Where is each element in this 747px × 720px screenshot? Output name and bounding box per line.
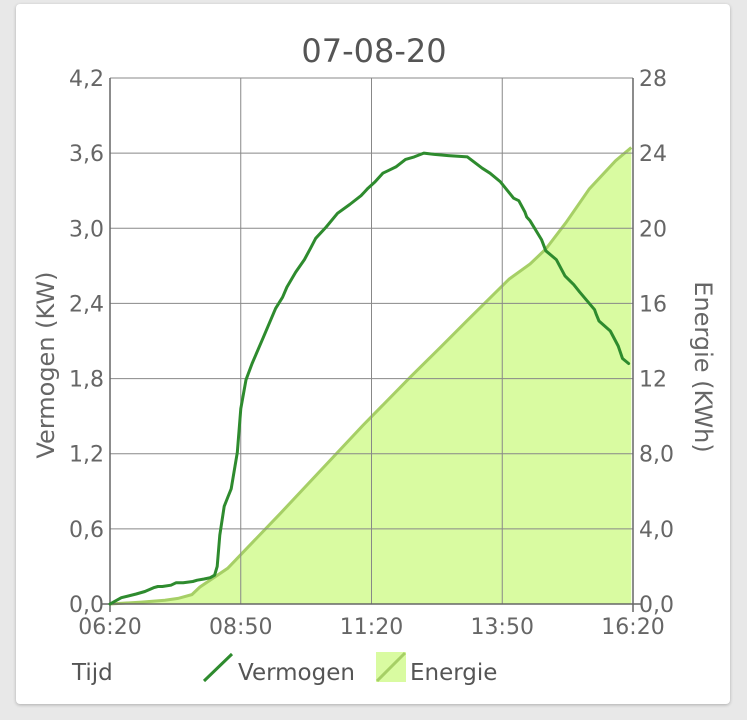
legend-energie-line-swatch <box>375 651 407 683</box>
y-right-tick-label: 8,0 <box>639 443 674 468</box>
area-layer <box>109 146 633 606</box>
y-left-tick-label: 0,6 <box>69 518 104 543</box>
x-tick-label: 06:20 <box>78 615 141 640</box>
y-right-tick-label: 16 <box>639 292 667 317</box>
vermogen-line <box>108 151 631 606</box>
y-right-tick-label: 12 <box>639 368 667 393</box>
y-left-tick-label: 2,4 <box>69 292 104 317</box>
grid-layer <box>102 77 641 612</box>
x-tick-label: 16:20 <box>601 615 664 640</box>
y-left-tick-label: 3,0 <box>69 217 104 242</box>
y-left-tick-label: 4,2 <box>69 67 104 92</box>
energie-area-fill <box>110 147 632 604</box>
y-right-tick-label: 24 <box>639 142 667 167</box>
y-left-tick-label: 3,6 <box>69 142 104 167</box>
y-right-tick-label: 20 <box>639 217 667 242</box>
legend-vermogen-label: Vermogen <box>238 660 355 686</box>
x-tick-label: 13:50 <box>471 615 534 640</box>
y-left-tick-label: 1,8 <box>69 368 104 393</box>
x-tick-label: 11:20 <box>340 615 403 640</box>
chart-card: 07-08-20 Vermogen (KW) Energie (KWh) 0,0… <box>16 4 730 704</box>
y-left-axis-title: Vermogen (KW) <box>32 271 60 458</box>
y-left-tick-label: 1,2 <box>69 443 104 468</box>
energie-area-line <box>109 146 633 606</box>
y-right-tick-label: 4,0 <box>639 518 674 543</box>
tick-layer: 0,0 0,6 1,2 1,8 2,4 3,0 3,6 4,2 0,0 4,0 8,0 12 16 20 2… <box>69 67 674 640</box>
y-left-tick-label: 0,0 <box>69 593 104 618</box>
y-right-axis-title: Energie (KWh) <box>689 281 717 452</box>
legend: Tijd Vermogen Energie <box>71 651 497 686</box>
legend-energie-label: Energie <box>410 660 497 686</box>
x-tick-label: 08:50 <box>209 615 272 640</box>
y-right-tick-label: 28 <box>639 67 667 92</box>
chart-title: 07-08-20 <box>301 32 446 70</box>
y-right-tick-label: 0,0 <box>639 593 674 618</box>
legend-vermogen-swatch <box>202 652 234 683</box>
chart-svg: 07-08-20 Vermogen (KW) Energie (KWh) 0,0… <box>32 32 717 686</box>
x-axis-title: Tijd <box>71 660 113 686</box>
line-layer <box>108 151 631 606</box>
